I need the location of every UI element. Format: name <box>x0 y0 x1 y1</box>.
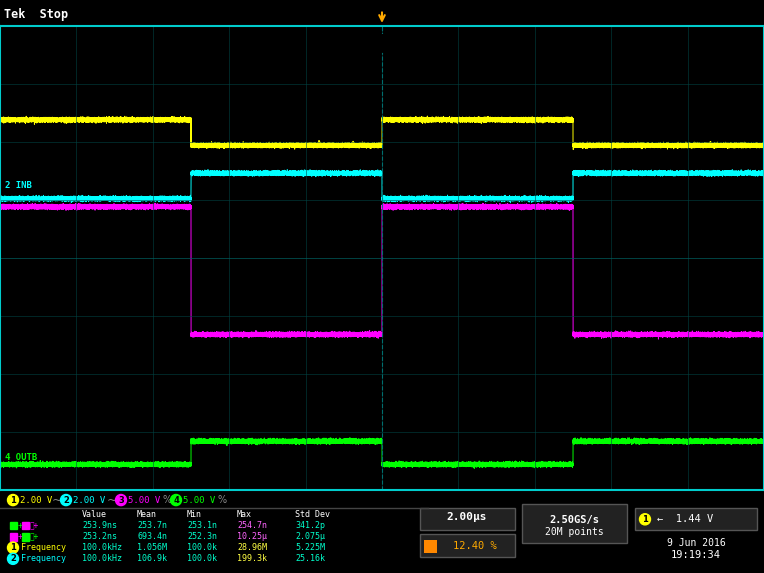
Text: 2: 2 <box>63 496 69 505</box>
Text: 100.0k: 100.0k <box>187 543 217 552</box>
Bar <box>10 533 17 540</box>
Text: 100.0kHz: 100.0kHz <box>82 543 122 552</box>
Text: ~: ~ <box>107 493 117 507</box>
Text: 5.225M: 5.225M <box>295 543 325 552</box>
Circle shape <box>8 494 18 505</box>
Text: ℱ+: ℱ+ <box>30 532 39 541</box>
Text: 20M points: 20M points <box>545 528 604 537</box>
Text: 5.00 V: 5.00 V <box>128 496 160 505</box>
Text: 19:19:34: 19:19:34 <box>671 550 721 560</box>
Text: Std Dev: Std Dev <box>295 510 330 519</box>
Text: 10.25µ: 10.25µ <box>237 532 267 541</box>
Bar <box>424 540 437 553</box>
Text: 2.50GS/s: 2.50GS/s <box>549 515 599 525</box>
Circle shape <box>115 494 127 505</box>
Bar <box>420 535 515 557</box>
Text: Frequency: Frequency <box>21 554 66 563</box>
Text: 253.7n: 253.7n <box>137 521 167 530</box>
Text: 253.1n: 253.1n <box>187 521 217 530</box>
Text: 2.00µs: 2.00µs <box>447 512 487 522</box>
Text: 2.00 V: 2.00 V <box>20 496 52 505</box>
Text: +: + <box>18 532 23 541</box>
Text: 100.0k: 100.0k <box>187 554 217 563</box>
Text: ℱ+: ℱ+ <box>30 521 39 530</box>
Text: 106.9k: 106.9k <box>137 554 167 563</box>
Circle shape <box>170 494 182 505</box>
Text: 199.3k: 199.3k <box>237 554 267 563</box>
Circle shape <box>60 494 72 505</box>
Text: 4 OUTB: 4 OUTB <box>5 453 37 462</box>
Bar <box>22 533 29 540</box>
Bar <box>10 523 17 529</box>
Text: 4: 4 <box>173 496 179 505</box>
Text: Mean: Mean <box>137 510 157 519</box>
Text: 1: 1 <box>10 543 16 552</box>
Text: %: % <box>163 495 172 505</box>
Text: Frequency: Frequency <box>21 543 66 552</box>
Text: 3: 3 <box>118 496 124 505</box>
Text: 100.0kHz: 100.0kHz <box>82 554 122 563</box>
Text: Max: Max <box>237 510 252 519</box>
Bar <box>635 508 757 531</box>
Text: 2.00 V: 2.00 V <box>73 496 105 505</box>
Text: 25.16k: 25.16k <box>295 554 325 563</box>
Bar <box>22 523 29 529</box>
Text: Value: Value <box>82 510 107 519</box>
Text: 2: 2 <box>10 554 16 563</box>
Text: 2 INB: 2 INB <box>5 182 31 190</box>
Text: 12.40 %: 12.40 % <box>453 541 497 551</box>
Text: 9 Jun 2016: 9 Jun 2016 <box>667 537 725 548</box>
Text: 5.00 V: 5.00 V <box>183 496 215 505</box>
Text: Min: Min <box>187 510 202 519</box>
Text: +: + <box>18 521 23 530</box>
Text: ←  1.44 V: ← 1.44 V <box>657 515 714 524</box>
Circle shape <box>639 514 650 525</box>
Text: 2.075µ: 2.075µ <box>295 532 325 541</box>
Bar <box>522 504 627 543</box>
Text: 341.2p: 341.2p <box>295 521 325 530</box>
Text: Tek  Stop: Tek Stop <box>4 9 68 21</box>
Text: 28.96M: 28.96M <box>237 543 267 552</box>
Text: 253.2ns: 253.2ns <box>82 532 117 541</box>
Circle shape <box>8 554 18 564</box>
Text: 252.3n: 252.3n <box>187 532 217 541</box>
Text: ~: ~ <box>52 493 62 507</box>
Circle shape <box>8 542 18 554</box>
Text: 1: 1 <box>642 515 648 524</box>
Bar <box>420 508 515 531</box>
Text: 254.7n: 254.7n <box>237 521 267 530</box>
Text: 253.9ns: 253.9ns <box>82 521 117 530</box>
Text: 1.056M: 1.056M <box>137 543 167 552</box>
Text: 693.4n: 693.4n <box>137 532 167 541</box>
Text: %: % <box>218 495 227 505</box>
Text: 1: 1 <box>10 496 16 505</box>
